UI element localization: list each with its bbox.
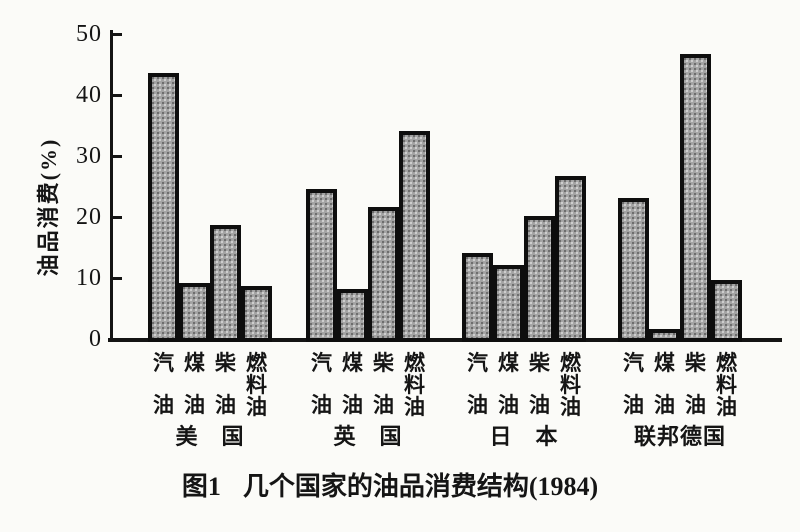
bar-label-煤油: 煤油 (334, 352, 371, 416)
bar-label-char: 柴 (529, 351, 550, 375)
y-tick-label: 30 (76, 143, 102, 169)
bar-label-char: 油 (685, 393, 706, 417)
bar-label-柴油: 柴油 (365, 352, 402, 416)
y-axis-tick (113, 33, 122, 36)
bar-美国-汽油 (148, 73, 179, 342)
bar-label-汽油: 汽油 (145, 352, 182, 416)
bar-英国-柴油 (368, 207, 399, 342)
bar-label-char: 油 (654, 393, 675, 417)
country-label-英国: 英 国 (333, 424, 403, 449)
y-axis-line (110, 30, 113, 341)
bar-label-汽油: 汽油 (303, 352, 340, 416)
bar-label-char: 油 (623, 393, 644, 417)
bar-label-汽油: 汽油 (459, 352, 496, 416)
bar-label-煤油: 煤油 (176, 352, 213, 416)
bar-label-char: 油 (184, 393, 205, 417)
bar-label-煤油: 煤油 (646, 352, 683, 416)
bar-label-char: 煤 (342, 351, 363, 375)
bar-日本-汽油 (462, 253, 493, 342)
bar-label-char: 燃 (404, 351, 425, 375)
bar-美国-柴油 (210, 225, 241, 342)
bar-label-煤油: 煤油 (490, 352, 527, 416)
y-axis-tick (113, 94, 122, 97)
bar-联邦德国-燃料油 (711, 280, 742, 342)
bar-label-char: 油 (246, 395, 267, 419)
bar-label-char: 料 (404, 373, 425, 397)
bar-label-char: 柴 (373, 351, 394, 375)
bar-label-柴油: 柴油 (521, 352, 558, 416)
bar-label-char: 汽 (311, 351, 332, 375)
bar-日本-煤油 (493, 265, 524, 342)
bar-联邦德国-煤油 (649, 329, 680, 342)
y-tick-label: 0 (89, 326, 102, 352)
bar-label-char: 煤 (498, 351, 519, 375)
y-tick-label: 40 (76, 82, 102, 108)
bar-label-char: 柴 (685, 351, 706, 375)
bar-label-柴油: 柴油 (677, 352, 714, 416)
bar-美国-燃料油 (241, 286, 272, 342)
y-tick-label: 10 (76, 265, 102, 291)
bar-label-char: 柴 (215, 351, 236, 375)
bar-label-char: 油 (716, 395, 737, 419)
bar-label-char: 油 (529, 393, 550, 417)
bar-label-char: 料 (560, 373, 581, 397)
bar-label-char: 油 (342, 393, 363, 417)
bar-label-燃料油: 燃料油 (708, 351, 745, 419)
bar-日本-燃料油 (555, 176, 586, 342)
country-label-美国: 美 国 (175, 424, 245, 449)
bar-label-燃料油: 燃料油 (552, 351, 589, 419)
bar-label-char: 燃 (560, 351, 581, 375)
bar-label-char: 燃 (246, 351, 267, 375)
bar-label-燃料油: 燃料油 (238, 351, 275, 419)
figure-title: 几个国家的油品消费结构(1984) (242, 472, 599, 501)
bar-label-char: 汽 (153, 351, 174, 375)
bar-label-char: 燃 (716, 351, 737, 375)
bar-label-燃料油: 燃料油 (396, 351, 433, 419)
bar-label-char: 油 (311, 393, 332, 417)
figure-caption: 图1 几个国家的油品消费结构(1984) (0, 470, 780, 504)
bar-美国-煤油 (179, 283, 210, 342)
bar-label-char: 油 (498, 393, 519, 417)
bar-label-char: 料 (246, 373, 267, 397)
bar-联邦德国-汽油 (618, 198, 649, 342)
bar-英国-燃料油 (399, 131, 430, 342)
figure-number: 图1 (181, 472, 221, 501)
y-axis-tick (113, 216, 122, 219)
bar-label-char: 油 (560, 395, 581, 419)
bar-label-char: 油 (153, 393, 174, 417)
y-tick-label: 20 (76, 204, 102, 230)
bar-label-char: 煤 (184, 351, 205, 375)
y-axis-tick (113, 277, 122, 280)
bar-label-char: 料 (716, 373, 737, 397)
y-axis-tick (113, 155, 122, 158)
bar-联邦德国-柴油 (680, 54, 711, 342)
country-label-联邦德国: 联邦德国 (633, 424, 726, 449)
bar-label-char: 油 (373, 393, 394, 417)
country-label-日本: 日 本 (489, 424, 559, 449)
bar-label-char: 煤 (654, 351, 675, 375)
bar-日本-柴油 (524, 216, 555, 342)
bar-label-char: 汽 (623, 351, 644, 375)
bar-英国-汽油 (306, 189, 337, 342)
bar-label-char: 油 (404, 395, 425, 419)
bar-label-柴油: 柴油 (207, 352, 244, 416)
bar-label-char: 油 (467, 393, 488, 417)
bar-label-char: 油 (215, 393, 236, 417)
bar-英国-煤油 (337, 289, 368, 342)
bar-label-汽油: 汽油 (615, 352, 652, 416)
bar-label-char: 汽 (467, 351, 488, 375)
y-tick-label: 50 (76, 21, 102, 47)
x-axis-line (108, 338, 782, 342)
